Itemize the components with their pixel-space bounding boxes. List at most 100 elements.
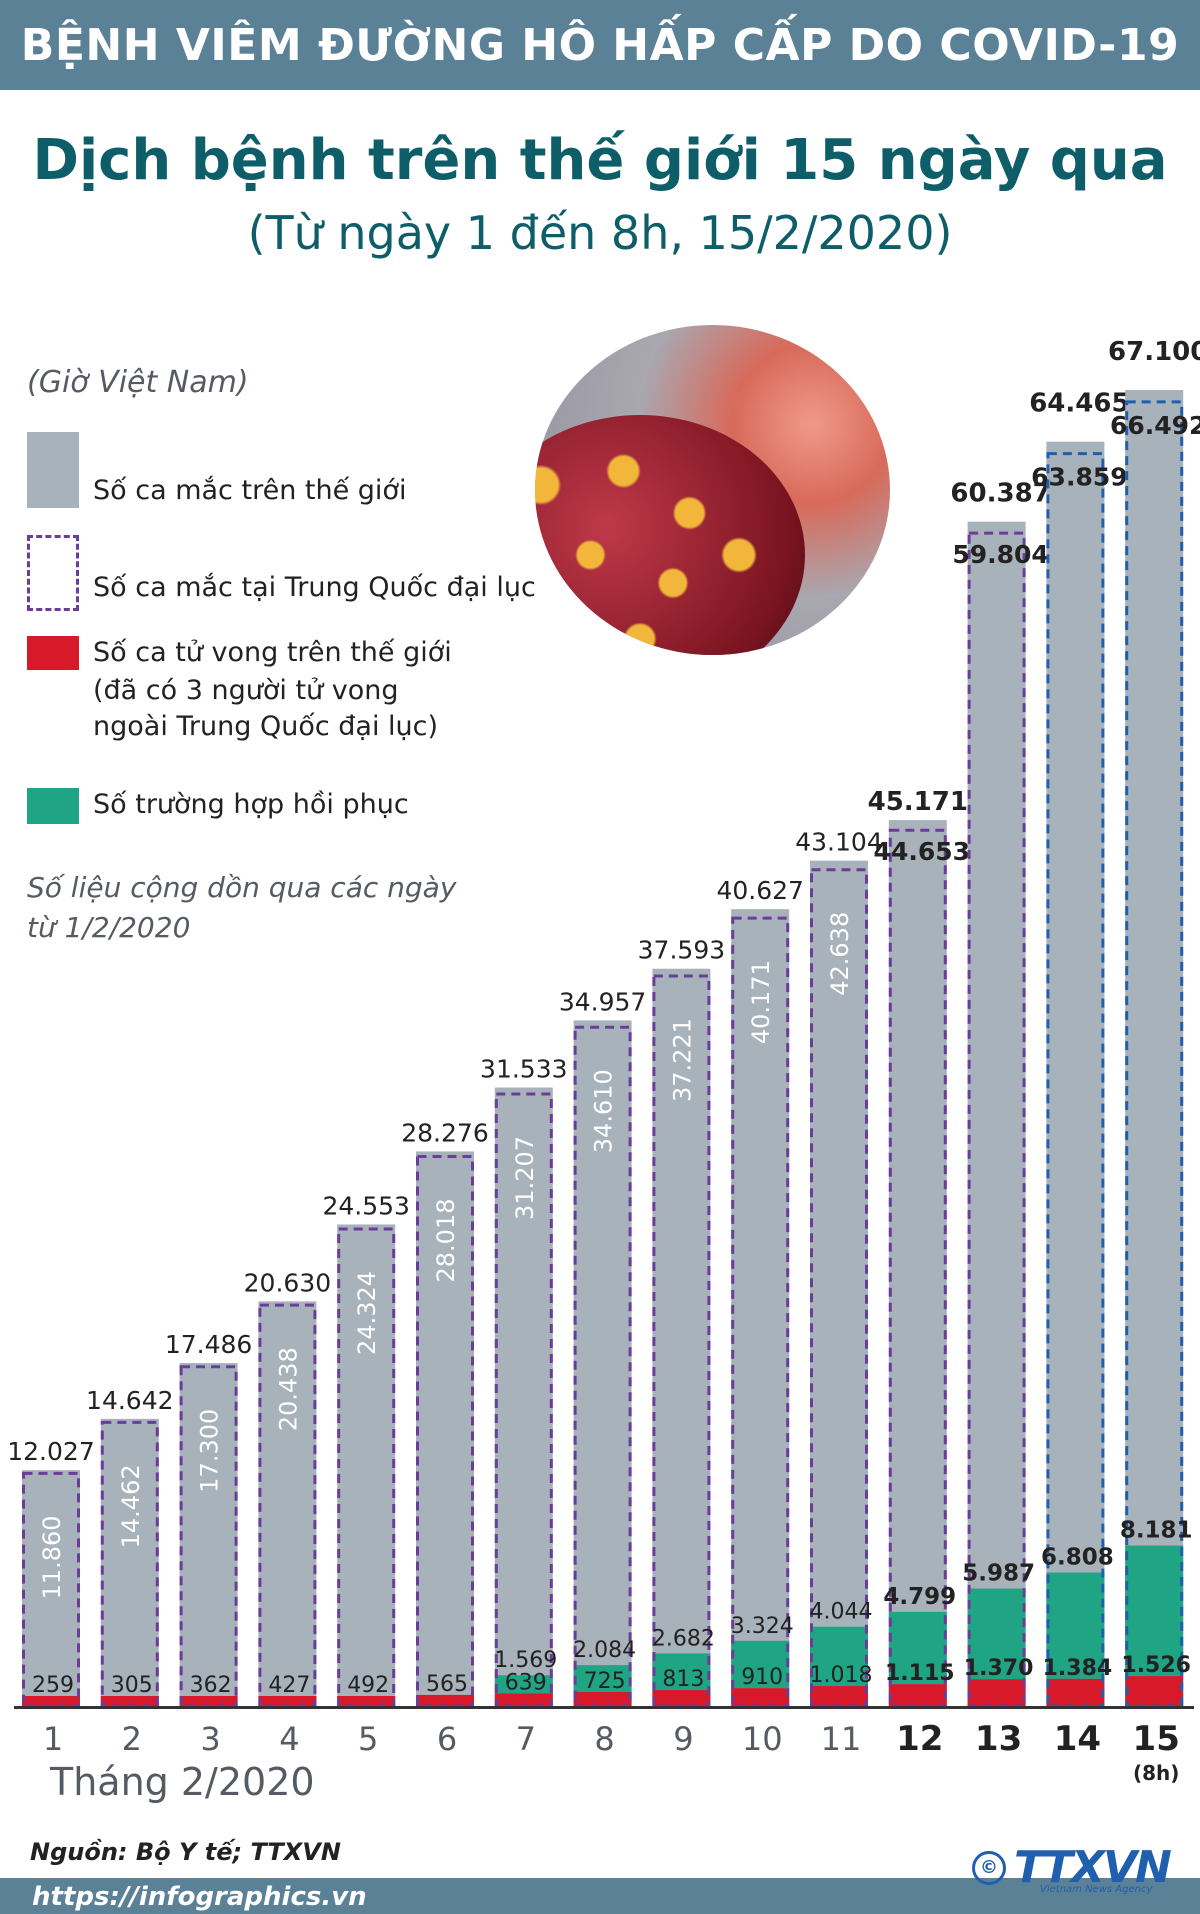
legend-label-china-cases: Số ca mắc tại Trung Quốc đại lục — [93, 572, 536, 603]
label-china-14: 63.859 — [1031, 463, 1127, 492]
bar-world-9 — [652, 968, 711, 1706]
label-deaths-6: 565 — [426, 1672, 468, 1697]
x-axis-line — [14, 1706, 1194, 1709]
tick-label-7: 7 — [516, 1720, 536, 1758]
bar-deaths-6 — [416, 1694, 474, 1706]
virus-image — [535, 325, 890, 655]
bar-deaths-1 — [22, 1696, 80, 1706]
bar-deaths-15 — [1125, 1676, 1184, 1706]
label-recovered-9: 2.682 — [652, 1626, 715, 1651]
bar-world-12 — [888, 820, 947, 1706]
label-recovered-10: 3.324 — [731, 1614, 794, 1639]
bar-world-10 — [731, 909, 790, 1706]
bar-recovered-13 — [967, 1588, 1026, 1680]
bar-world-8 — [573, 1020, 632, 1706]
tick-label-6: 6 — [437, 1720, 457, 1758]
label-world-14: 64.465 — [1029, 389, 1129, 419]
bar-china-5 — [337, 1227, 396, 1708]
legend-swatch-deaths — [27, 636, 79, 670]
label-deaths-11: 1.018 — [810, 1663, 873, 1688]
label-world-3: 17.486 — [165, 1330, 252, 1359]
legend-swatch-world-cases — [27, 432, 79, 508]
label-deaths-13: 1.370 — [964, 1656, 1034, 1681]
label-world-11: 43.104 — [795, 828, 882, 857]
bar-deaths-9 — [652, 1690, 711, 1706]
label-china-11: 42.638 — [826, 912, 854, 996]
footer-bar — [0, 1878, 1200, 1914]
tick-label-13: 13 — [975, 1719, 1022, 1759]
bar-china-1 — [22, 1471, 80, 1708]
bar-deaths-5 — [337, 1696, 396, 1706]
label-world-2: 14.642 — [86, 1386, 173, 1415]
label-recovered-14: 6.808 — [1041, 1544, 1114, 1570]
tick-label-11: 11 — [821, 1720, 862, 1758]
bar-recovered-12 — [888, 1611, 947, 1685]
legend-label-world-cases: Số ca mắc trên thế giới — [93, 475, 407, 506]
label-china-12: 44.653 — [874, 837, 970, 866]
label-world-4: 20.630 — [244, 1268, 331, 1297]
label-world-6: 28.276 — [401, 1118, 488, 1147]
label-recovered-12: 4.799 — [883, 1584, 956, 1610]
page-title: Dịch bệnh trên thế giới 15 ngày qua — [32, 128, 1168, 193]
bar-world-14 — [1046, 441, 1105, 1707]
bar-world-5 — [337, 1224, 396, 1706]
tick-label-10: 10 — [742, 1720, 783, 1758]
source-text: Nguồn: Bộ Y tế; TTXVN — [30, 1838, 341, 1866]
label-recovered-8: 2.084 — [573, 1638, 636, 1663]
label-china-8: 34.610 — [590, 1069, 618, 1153]
month-label: Tháng 2/2020 — [50, 1760, 315, 1804]
logo-subtitle: Vietnam News Agency — [1040, 1884, 1153, 1895]
tick-label-8: 8 — [594, 1720, 614, 1758]
bar-world-11 — [810, 860, 868, 1706]
legend-swatch-recovered — [27, 788, 79, 824]
label-deaths-3: 362 — [190, 1673, 232, 1698]
label-china-6: 28.018 — [432, 1199, 460, 1283]
label-recovered-13: 5.987 — [962, 1561, 1035, 1587]
legend-label-recovered: Số trường hợp hồi phục — [93, 789, 409, 820]
label-world-12: 45.171 — [868, 787, 968, 817]
label-deaths-10: 910 — [741, 1665, 783, 1690]
bar-china-8 — [573, 1025, 632, 1708]
bar-recovered-15 — [1125, 1545, 1184, 1677]
bar-deaths-12 — [888, 1684, 947, 1706]
label-china-3: 17.300 — [196, 1409, 224, 1493]
bar-deaths-11 — [810, 1686, 868, 1706]
footer-url[interactable]: https://infographics.vn — [32, 1882, 367, 1912]
label-deaths-12: 1.115 — [885, 1661, 955, 1686]
copyright-icon: © — [972, 1850, 1006, 1885]
label-world-5: 24.553 — [322, 1191, 409, 1220]
label-deaths-8: 725 — [584, 1669, 626, 1694]
tick-label-15: 15 — [1133, 1719, 1180, 1759]
label-world-9: 37.593 — [638, 936, 725, 965]
tick-label-1: 1 — [43, 1720, 63, 1758]
bar-china-4 — [258, 1303, 317, 1708]
label-deaths-5: 492 — [347, 1673, 389, 1698]
label-world-1: 12.027 — [7, 1437, 94, 1466]
label-recovered-15: 8.181 — [1120, 1518, 1193, 1544]
label-world-7: 31.533 — [480, 1055, 567, 1084]
bar-recovered-7 — [494, 1675, 553, 1694]
label-china-15: 66.492 — [1110, 411, 1200, 440]
bar-deaths-7 — [494, 1693, 553, 1706]
label-china-5: 24.324 — [353, 1271, 381, 1355]
legend-label-deaths-2: (đã có 3 người tử vong — [93, 675, 399, 706]
bar-deaths-4 — [258, 1696, 317, 1706]
bar-world-1 — [22, 1470, 80, 1706]
bar-deaths-10 — [731, 1688, 790, 1706]
legend-label-deaths-3: ngoài Trung Quốc đại lục) — [93, 711, 439, 742]
bar-china-3 — [179, 1365, 238, 1708]
bar-world-2 — [100, 1418, 159, 1706]
label-deaths-7: 639 — [505, 1670, 547, 1695]
tick-label-2: 2 — [122, 1720, 142, 1758]
legend-swatch-china-cases — [27, 535, 79, 611]
label-world-10: 40.627 — [716, 876, 803, 905]
label-china-9: 37.221 — [668, 1018, 696, 1102]
bar-deaths-3 — [179, 1696, 238, 1706]
cumulative-note-line-2: từ 1/2/2020 — [27, 911, 191, 944]
bar-deaths-8 — [573, 1691, 632, 1706]
bar-world-6 — [416, 1151, 474, 1706]
label-china-2: 14.462 — [117, 1464, 145, 1548]
ttxvn-logo: © TTXVN — [972, 1842, 1172, 1893]
bar-world-13 — [967, 521, 1026, 1706]
